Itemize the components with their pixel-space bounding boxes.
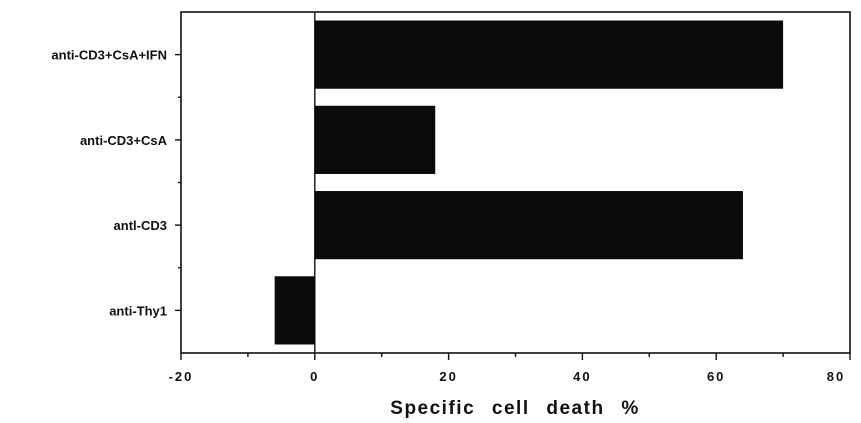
x-tick-label: -20: [169, 369, 194, 384]
x-tick-label: 60: [707, 369, 725, 384]
category-label: anti-CD3+CsA+IFN: [51, 48, 167, 63]
category-label: anti-Thy1: [109, 303, 167, 318]
bar-2: [314, 191, 743, 260]
x-axis-title: Specific cell death %: [390, 398, 639, 419]
x-tick-label: 0: [310, 369, 319, 384]
x-axis-ticks: -20 0 20 40 60 80: [169, 353, 851, 384]
y-axis-ticks: anti-CD3+CsA+IFN anti-CD3+CsA antl-CD3 anti…: [51, 48, 181, 318]
x-tick-label: 40: [573, 369, 591, 384]
category-label: anti-CD3+CsA: [80, 133, 168, 148]
bar-3: [274, 276, 315, 345]
bar-0: [314, 20, 784, 89]
x-tick-label: 80: [827, 369, 845, 384]
category-label: antl-CD3: [114, 218, 167, 233]
bars-group: [274, 20, 784, 345]
bar-1: [314, 105, 436, 174]
x-tick-label: 20: [439, 369, 457, 384]
